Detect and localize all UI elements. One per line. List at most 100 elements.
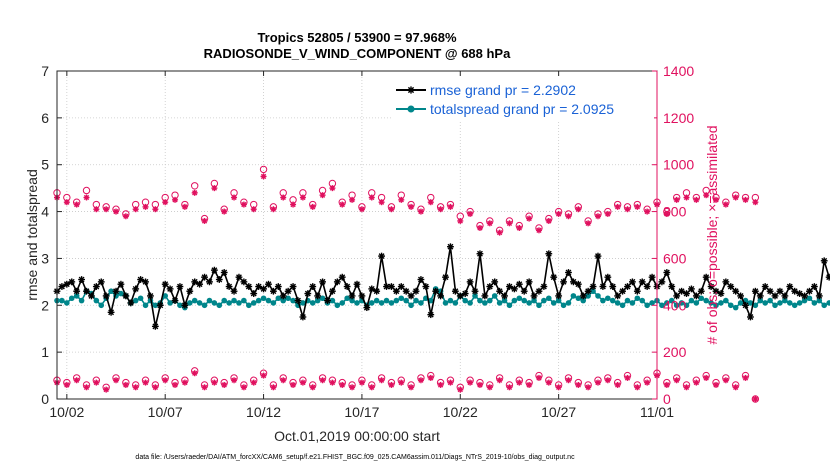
obs-assimilated-marker	[506, 384, 513, 391]
rmse-point	[801, 292, 808, 300]
totalspread-point	[501, 297, 508, 304]
totalspread-point	[782, 297, 788, 304]
rmse-point	[392, 287, 400, 295]
totalspread-point	[826, 300, 830, 306]
obs-assimilated-marker	[742, 196, 749, 203]
obs-assimilated-marker	[585, 220, 592, 227]
rmse-point	[402, 287, 410, 295]
obs-assimilated-marker	[437, 206, 444, 213]
totalspread-point	[713, 302, 719, 309]
totalspread-point	[177, 302, 183, 309]
obs-assimilated-marker	[663, 210, 670, 217]
totalspread-point	[231, 297, 237, 304]
rmse-point	[722, 278, 730, 286]
totalspread-point	[344, 295, 350, 302]
obs-assimilated-marker	[496, 377, 503, 384]
obs-assimilated-marker	[486, 384, 493, 391]
totalspread-point	[118, 290, 124, 297]
totalspread-point	[403, 297, 409, 304]
obs-assimilated-marker	[703, 374, 710, 381]
y-right-tick-label: 0	[663, 391, 671, 407]
obs-assimilated-marker	[467, 210, 474, 217]
y-left-tick-label: 7	[41, 63, 49, 79]
obs-assimilated-marker	[299, 379, 306, 386]
totalspread-point	[388, 300, 395, 306]
rmse-point	[707, 283, 715, 290]
totalspread-point	[418, 300, 424, 306]
obs-assimilated-marker	[644, 208, 651, 215]
totalspread-point	[491, 293, 498, 299]
rmse-point	[447, 243, 454, 251]
totalspread-point	[609, 297, 616, 304]
obs-assimilated-marker	[329, 379, 336, 386]
obs-assimilated-marker	[270, 206, 277, 213]
obs-assimilated-marker	[624, 206, 631, 213]
totalspread-point	[639, 297, 646, 304]
rmse-point	[397, 283, 405, 290]
rmse-point	[299, 313, 307, 321]
obs-assimilated-marker	[349, 196, 356, 203]
totalspread-point	[413, 297, 419, 304]
obs-assimilated-marker	[93, 379, 100, 386]
rmse-point	[663, 269, 671, 276]
totalspread-point	[309, 300, 316, 306]
totalspread-point	[550, 300, 557, 306]
rmse-point	[688, 285, 695, 293]
totalspread-point	[521, 297, 528, 304]
obs-count-markers	[53, 165, 760, 403]
totalspread-point	[329, 297, 336, 304]
rmse-point	[442, 273, 449, 281]
totalspread-point	[241, 297, 247, 304]
totalspread-point	[255, 297, 262, 304]
obs-assimilated-marker	[427, 199, 434, 206]
rmse-point	[658, 278, 666, 286]
rmse-point	[530, 292, 538, 300]
rmse-point	[756, 292, 764, 300]
totalspread-point	[246, 302, 252, 309]
rmse-point	[643, 283, 651, 290]
totalspread-point	[270, 300, 277, 306]
rmse-point	[761, 283, 769, 290]
totalspread-point	[560, 302, 567, 309]
obs-assimilated-marker	[683, 194, 690, 201]
obs-assimilated-marker	[290, 381, 297, 388]
rmse-point	[151, 322, 159, 330]
rmse-point	[461, 290, 469, 297]
totalspread-point	[162, 293, 168, 299]
rmse-point	[171, 297, 179, 304]
rmse-point	[240, 278, 248, 286]
totalspread-point	[73, 293, 80, 299]
totalspread-point	[68, 295, 75, 302]
totalspread-point	[142, 302, 149, 309]
rmse-point	[574, 280, 582, 288]
totalspread-point	[614, 300, 621, 306]
rmse-point	[491, 278, 499, 286]
totalspread-point	[186, 300, 193, 306]
rmse-point	[692, 292, 700, 300]
obs-assimilated-marker	[575, 381, 582, 388]
totalspread-point	[698, 295, 705, 302]
rmse-point	[737, 292, 745, 300]
totalspread-point	[723, 297, 729, 304]
obs-assimilated-marker	[447, 379, 454, 386]
rmse-point	[225, 283, 233, 290]
obs-assimilated-marker	[231, 377, 238, 384]
totalspread-point	[541, 297, 547, 304]
obs-assimilated-marker	[614, 203, 621, 210]
totalspread-point	[201, 302, 208, 309]
y-right-tick-label: 1400	[663, 63, 694, 79]
totalspread-point	[708, 300, 714, 306]
rmse-point	[619, 287, 626, 295]
totalspread-point	[191, 297, 198, 304]
totalspread-point	[752, 302, 759, 309]
rmse-point	[181, 301, 189, 309]
rmse-point	[747, 313, 754, 321]
obs-assimilated-marker	[162, 377, 169, 384]
totalspread-point	[290, 297, 296, 304]
obs-assimilated-marker	[467, 379, 474, 386]
obs-assimilated-marker	[447, 203, 454, 210]
obs-assimilated-marker	[545, 379, 552, 386]
obs-assimilated-marker	[555, 210, 562, 217]
totalspread-point	[314, 297, 321, 304]
obs-assimilated-marker	[673, 377, 680, 384]
